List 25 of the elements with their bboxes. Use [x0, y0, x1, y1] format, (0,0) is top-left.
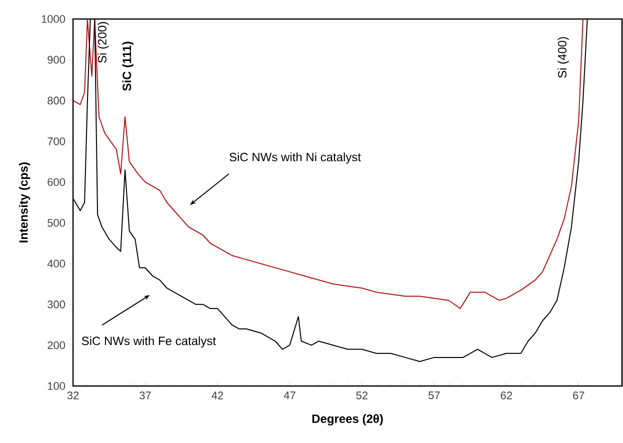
y-tick-label: 200 — [48, 341, 66, 350]
y-tick-label: 800 — [48, 96, 66, 104]
x-tick-label: 37 — [140, 392, 151, 400]
x-tick-label: 32 — [67, 392, 79, 400]
x-tick-label: 57 — [428, 392, 440, 400]
y-tick-label: 600 — [48, 178, 66, 186]
y-tick-label: 500 — [48, 218, 66, 227]
y-tick-label: 300 — [48, 300, 66, 308]
y-tick-label: 700 — [48, 137, 66, 146]
y-tick-label: 400 — [47, 260, 66, 268]
x-tick-label: 42 — [212, 392, 224, 400]
x-tick-label: 62 — [500, 392, 512, 400]
annotation: Si (400) — [558, 37, 569, 78]
annotation: Si (200) — [98, 22, 109, 63]
x-tick-label: 47 — [284, 392, 296, 400]
x-axis-title: Degrees (2θ) — [312, 414, 383, 426]
y-axis-title: Intensity (cps) — [18, 162, 30, 242]
y-tick-label: 100 — [48, 382, 66, 390]
y-tick-label: 900 — [48, 56, 66, 64]
annotation: SiC NWs with Ni catalyst — [230, 152, 361, 164]
x-tick-label: 67 — [573, 392, 584, 400]
annotation: SiC NWs with Fe catalyst — [82, 336, 216, 348]
x-tick-label: 52 — [356, 392, 368, 400]
annotation: SiC (111) — [122, 42, 134, 91]
y-tick-label: 1000 — [42, 15, 66, 23]
